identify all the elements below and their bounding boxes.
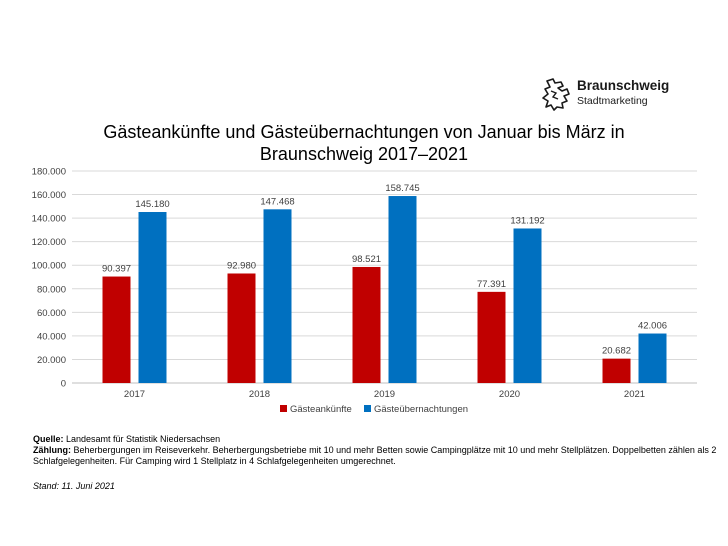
chart-title-line1: Gästeankünfte und Gästeübernachtungen vo… [103, 122, 625, 142]
source-text: Landesamt für Statistik Niedersachsen [63, 434, 221, 444]
source-label: Quelle: [33, 434, 64, 444]
bar-ankuenfte [227, 273, 256, 383]
y-tick-label: 140.000 [32, 214, 66, 225]
source-note: Quelle: Landesamt für Statistik Niedersa… [33, 434, 723, 445]
lion-icon [542, 78, 570, 111]
bar-uebernachtungen [638, 333, 667, 383]
count-label: Zählung: [33, 445, 71, 455]
bar-ankuenfte [602, 358, 631, 383]
data-label: 20.682 [602, 346, 631, 357]
legend-label: Gästeübernachtungen [374, 404, 468, 415]
y-tick-label: 180.000 [32, 167, 66, 178]
x-tick-label: 2020 [499, 389, 520, 400]
legend-swatch [364, 405, 371, 412]
chart-title: Gästeankünfte und Gästeübernachtungen vo… [64, 121, 664, 165]
data-label: 145.180 [135, 199, 169, 210]
y-tick-label: 0 [61, 379, 66, 390]
brand-logo: Braunschweig Stadtmarketing [541, 77, 671, 115]
data-label: 158.745 [385, 183, 419, 194]
y-tick-label: 80.000 [37, 284, 66, 295]
bar-ankuenfte [477, 291, 506, 383]
y-tick-label: 160.000 [32, 190, 66, 201]
count-note: Zählung: Beherbergungen im Reiseverkehr.… [33, 445, 723, 467]
data-label: 92.980 [227, 260, 256, 271]
x-tick-label: 2021 [624, 389, 645, 400]
bar-uebernachtungen [388, 196, 417, 383]
legend-label: Gästeankünfte [290, 404, 352, 415]
stand-date: Stand: 11. Juni 2021 [33, 481, 115, 491]
x-tick-label: 2019 [374, 389, 395, 400]
y-tick-label: 40.000 [37, 331, 66, 342]
chart-title-line2: Braunschweig 2017–2021 [259, 144, 469, 164]
notes: Quelle: Landesamt für Statistik Niedersa… [33, 434, 723, 467]
legend-swatch [280, 405, 287, 412]
brand-subtitle: Stadtmarketing [577, 95, 648, 107]
bar-ankuenfte [352, 266, 381, 383]
data-label: 77.391 [477, 279, 506, 290]
x-tick-label: 2018 [249, 389, 270, 400]
y-tick-label: 60.000 [37, 308, 66, 319]
brand-name: Braunschweig [577, 78, 670, 93]
data-label: 131.192 [510, 215, 544, 226]
bar-chart: 0 20.000 40.000 60.000 80.000 100.000 120.000 1… [32, 167, 697, 415]
data-label: 147.468 [260, 196, 294, 207]
y-tick-label: 20.000 [37, 355, 66, 366]
bar-uebernachtungen [138, 212, 167, 383]
data-label: 90.397 [102, 264, 131, 275]
y-tick-label: 100.000 [32, 261, 66, 272]
bar-uebernachtungen [263, 209, 292, 383]
count-text: Beherbergungen im Reiseverkehr. Beherber… [33, 445, 717, 466]
bar-ankuenfte [102, 276, 131, 383]
data-label: 42.006 [638, 321, 667, 332]
y-tick-label: 120.000 [32, 237, 66, 248]
x-tick-label: 2017 [124, 389, 145, 400]
data-label: 98.521 [352, 254, 381, 265]
bar-uebernachtungen [513, 228, 542, 383]
